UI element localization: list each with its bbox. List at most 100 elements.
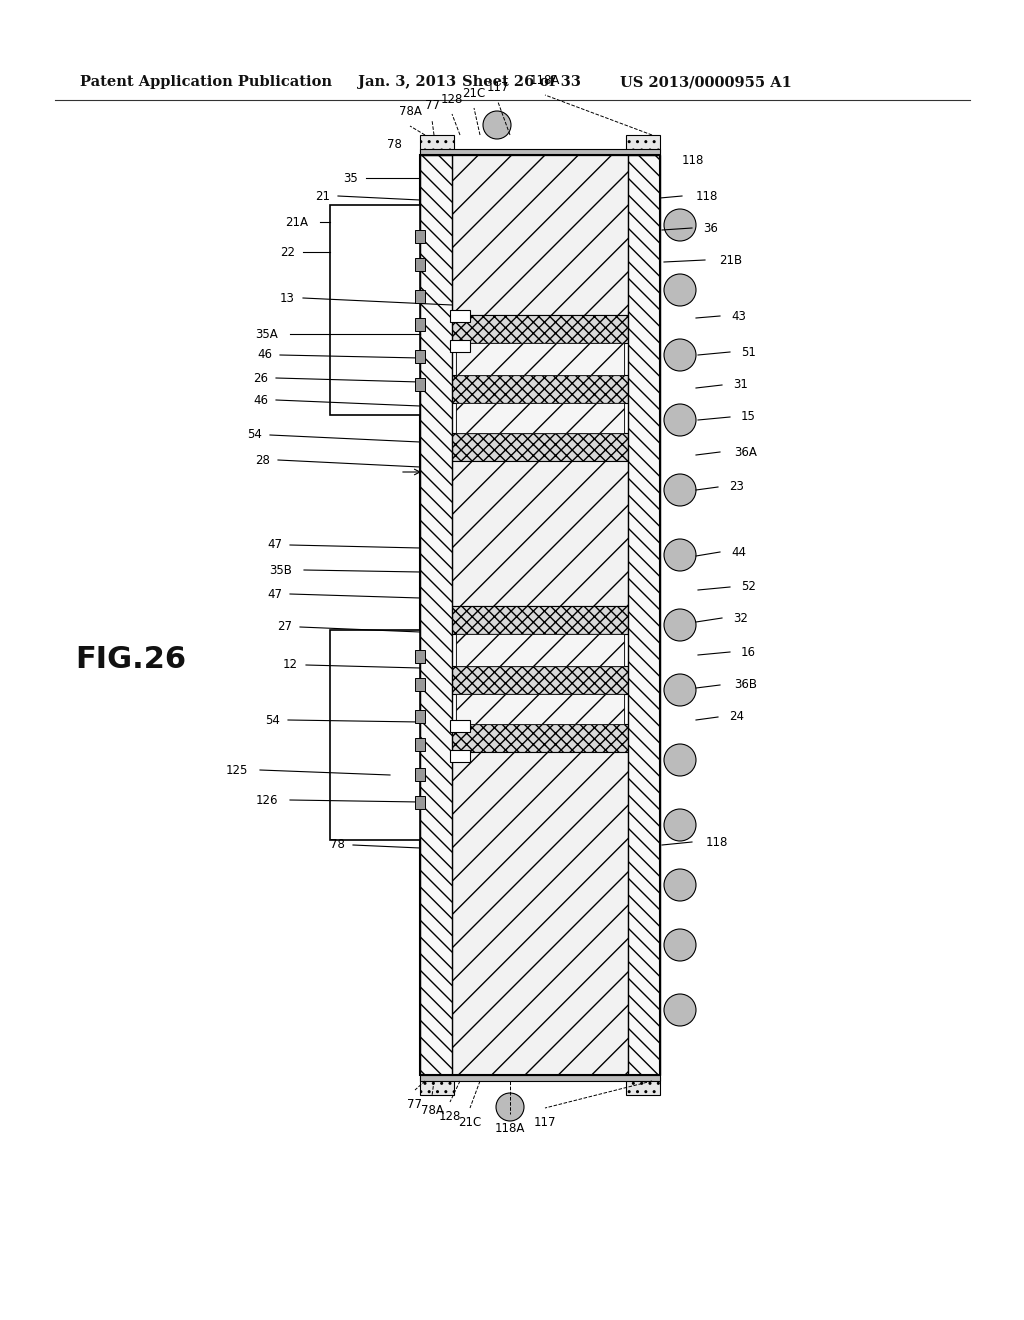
Text: 16: 16	[741, 645, 756, 659]
Text: 78: 78	[330, 838, 345, 851]
Circle shape	[664, 929, 696, 961]
Circle shape	[664, 675, 696, 706]
Circle shape	[664, 744, 696, 776]
Bar	[452, 315, 628, 343]
Text: 44: 44	[731, 545, 746, 558]
Text: 118A: 118A	[495, 1122, 525, 1135]
Text: 47: 47	[267, 587, 282, 601]
Text: 126: 126	[256, 793, 278, 807]
Bar	[420, 149, 660, 154]
Text: Patent Application Publication: Patent Application Publication	[80, 75, 332, 88]
Text: 35B: 35B	[269, 564, 292, 577]
Circle shape	[664, 869, 696, 902]
Circle shape	[664, 209, 696, 242]
Bar	[420, 135, 454, 153]
Bar	[456, 694, 624, 723]
Text: FIG.26: FIG.26	[75, 645, 186, 675]
Text: 23: 23	[729, 480, 743, 494]
Text: 118: 118	[696, 190, 719, 202]
Text: 28: 28	[255, 454, 270, 466]
Text: 128: 128	[440, 92, 463, 106]
Bar	[415, 796, 425, 809]
Text: 118: 118	[682, 153, 705, 166]
Circle shape	[664, 474, 696, 506]
Text: 118: 118	[706, 836, 728, 849]
Circle shape	[664, 609, 696, 642]
Bar	[415, 257, 425, 271]
Text: 31: 31	[733, 379, 748, 392]
Text: 118A: 118A	[529, 74, 560, 87]
Text: 36: 36	[703, 222, 718, 235]
Bar	[330, 630, 420, 840]
Text: 51: 51	[741, 346, 756, 359]
Text: 26: 26	[253, 371, 268, 384]
Text: 21: 21	[315, 190, 330, 202]
Text: 27: 27	[278, 620, 292, 634]
Bar	[450, 341, 470, 352]
Text: 22: 22	[280, 246, 295, 259]
Text: 78A: 78A	[398, 106, 422, 117]
Bar	[415, 350, 425, 363]
Bar	[456, 694, 624, 723]
Text: 46: 46	[257, 348, 272, 362]
Bar	[452, 154, 628, 315]
Bar	[626, 135, 660, 153]
Bar	[456, 343, 624, 375]
Text: 15: 15	[741, 411, 756, 424]
Bar	[456, 343, 624, 375]
Bar	[456, 403, 624, 433]
Circle shape	[496, 1093, 524, 1121]
Text: 47: 47	[267, 539, 282, 552]
Bar	[456, 634, 624, 667]
Bar	[628, 154, 660, 1074]
Text: 54: 54	[247, 429, 262, 441]
Bar	[420, 1077, 454, 1096]
Text: 128: 128	[439, 1110, 461, 1123]
Circle shape	[483, 111, 511, 139]
Bar	[452, 461, 628, 606]
Text: 12: 12	[283, 659, 298, 672]
Text: 13: 13	[281, 292, 295, 305]
Bar	[456, 634, 624, 667]
Text: 35: 35	[343, 172, 358, 185]
Text: 46: 46	[253, 393, 268, 407]
Bar	[330, 205, 420, 414]
Bar	[450, 719, 470, 733]
Bar	[450, 750, 470, 762]
Text: 54: 54	[265, 714, 280, 726]
Bar	[452, 667, 628, 694]
Bar	[452, 723, 628, 752]
Bar	[415, 230, 425, 243]
Bar	[415, 678, 425, 690]
Circle shape	[664, 404, 696, 436]
Bar	[456, 403, 624, 433]
Bar	[415, 738, 425, 751]
Text: 78A: 78A	[421, 1104, 443, 1117]
Text: 117: 117	[486, 81, 509, 94]
Text: 21C: 21C	[459, 1115, 481, 1129]
Text: 21C: 21C	[463, 87, 485, 100]
Text: 78: 78	[387, 137, 402, 150]
Text: 77: 77	[425, 99, 439, 112]
Text: 36B: 36B	[734, 678, 757, 692]
Text: Sheet 26 of 33: Sheet 26 of 33	[462, 75, 581, 88]
Circle shape	[664, 339, 696, 371]
Circle shape	[664, 539, 696, 572]
Bar	[415, 649, 425, 663]
Circle shape	[664, 809, 696, 841]
Bar	[452, 606, 628, 634]
Bar	[415, 318, 425, 331]
Bar	[420, 154, 452, 1074]
Bar	[452, 433, 628, 461]
Bar	[450, 310, 470, 322]
Text: 35A: 35A	[255, 327, 278, 341]
Text: Jan. 3, 2013: Jan. 3, 2013	[358, 75, 456, 88]
Text: 52: 52	[741, 581, 756, 594]
Bar	[415, 378, 425, 391]
Bar	[420, 1074, 660, 1081]
Bar	[626, 1077, 660, 1096]
Text: 125: 125	[225, 763, 248, 776]
Text: 24: 24	[729, 710, 744, 723]
Text: US 2013/0000955 A1: US 2013/0000955 A1	[620, 75, 792, 88]
Bar	[420, 154, 660, 1074]
